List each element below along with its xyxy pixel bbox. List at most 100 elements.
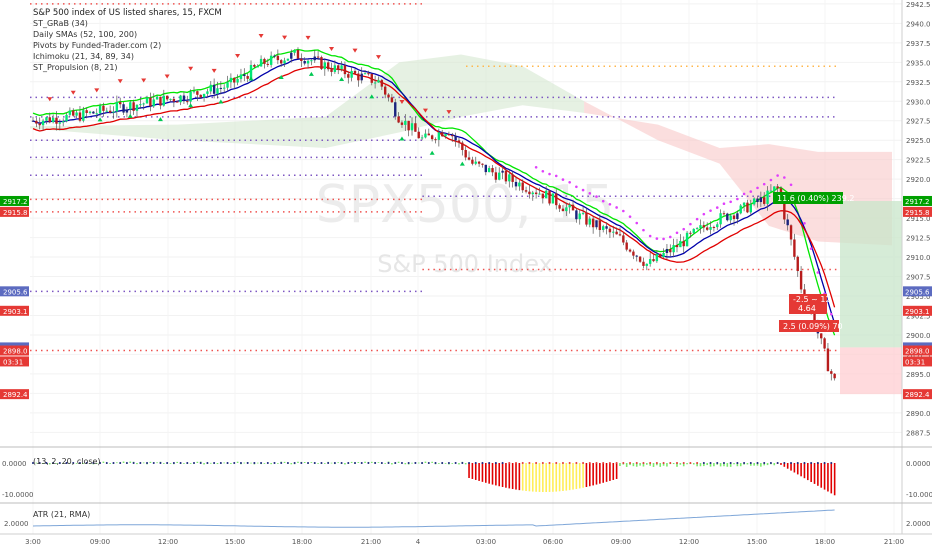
arrow-down <box>422 108 428 113</box>
osc-bar <box>548 463 551 492</box>
propulsion-dot <box>816 271 820 274</box>
osc-dot <box>756 462 759 464</box>
candle-body <box>632 251 635 256</box>
candle-body <box>709 226 712 230</box>
candle-body <box>591 218 595 228</box>
long-position-tool[interactable] <box>840 200 902 395</box>
osc-dot <box>588 462 591 464</box>
arrow-down <box>70 90 76 95</box>
price-tick-12: 2912.5 <box>906 235 931 243</box>
osc-dot <box>233 462 236 464</box>
candle-body <box>186 101 189 103</box>
candle-body <box>659 253 662 258</box>
propulsion-dot <box>729 200 732 204</box>
osc-dot <box>239 462 242 464</box>
candle-body <box>236 78 239 83</box>
right-price-badge-3 <box>903 305 932 316</box>
osc-bar <box>243 462 246 464</box>
candle-body <box>511 174 514 182</box>
left-price-badge-2 <box>0 286 29 297</box>
osc-bar <box>780 463 782 465</box>
osc-dot <box>347 462 350 464</box>
entry-badge <box>779 320 839 332</box>
candle-body <box>290 52 293 59</box>
arrow-up <box>218 99 224 104</box>
osc-dot <box>286 462 289 464</box>
osc-bar <box>552 463 554 492</box>
osc-dot <box>461 462 464 464</box>
osc-bar <box>424 461 427 463</box>
osc-bar <box>451 463 454 464</box>
left-price-text-7: 2892.4 <box>3 391 28 399</box>
osc-bar <box>136 463 138 465</box>
osc-dot <box>414 462 417 464</box>
candle-body <box>280 60 283 64</box>
osc-bar <box>585 463 588 487</box>
candle-body <box>820 333 823 339</box>
osc-dot <box>52 462 55 464</box>
price-tick-5: 2930.0 <box>906 98 931 106</box>
right-price-text-0: 2917.2 <box>905 198 930 206</box>
candle-body <box>269 55 273 65</box>
arrow-down <box>329 47 335 52</box>
propulsion-dot <box>769 178 773 182</box>
candle-body <box>524 190 528 192</box>
osc-dot <box>790 462 793 464</box>
propulsion-dot <box>715 206 719 209</box>
candle-body <box>159 96 162 106</box>
candle-body <box>119 102 122 105</box>
candle-body <box>88 111 92 113</box>
candle-body <box>360 73 363 81</box>
osc-bar <box>62 462 64 464</box>
left-price-badge-5 <box>0 345 29 356</box>
arrow-down <box>399 99 405 104</box>
osc-bar <box>183 463 185 464</box>
osc-bar <box>515 463 517 490</box>
candle-body <box>155 96 159 100</box>
price-tick-7: 2925.0 <box>906 137 931 145</box>
osc-dot <box>521 462 524 464</box>
time-tick-7: 03:00 <box>476 538 496 546</box>
osc-dot <box>468 462 471 464</box>
osc-bar <box>595 463 598 485</box>
candle-body <box>766 190 769 204</box>
time-axis[interactable]: 3:00 09:00 12:00 15:00 18:00 21:00 4 03:00 06:00… <box>25 538 904 546</box>
osc-dot <box>615 462 618 464</box>
osc-bar <box>485 463 487 483</box>
osc-dot <box>99 462 102 464</box>
candle-body <box>544 190 548 199</box>
candle-body <box>685 232 689 247</box>
legend: S&P 500 index of US listed shares, 15, F… <box>33 8 222 72</box>
osc-dot <box>696 462 699 464</box>
osc-dot <box>743 462 746 464</box>
entry-label: 2.5 (0.09%) 70 <box>783 322 843 331</box>
osc-dot <box>327 462 330 464</box>
osc-bar <box>833 463 836 496</box>
candle-body <box>407 120 410 131</box>
arrow-up <box>308 71 314 76</box>
osc-bar <box>672 463 675 465</box>
time-tick-2: 12:00 <box>158 538 178 546</box>
candle-body <box>444 133 447 137</box>
osc-bar <box>438 463 440 464</box>
propulsion-dot <box>648 234 652 238</box>
candle-body <box>736 213 739 220</box>
propulsion-dot <box>575 185 578 189</box>
osc-bar <box>35 462 38 464</box>
price-tick-1: 2940.0 <box>906 20 931 28</box>
candle-body <box>454 136 457 141</box>
arrow-up <box>248 76 254 81</box>
arrow-down <box>235 54 241 59</box>
candle-body <box>162 95 166 106</box>
osc-bar <box>501 463 504 487</box>
osc-bar <box>129 461 132 463</box>
osc-dot <box>642 462 645 464</box>
osc-dot <box>367 462 370 464</box>
arrow-down <box>446 110 452 115</box>
osc-dot <box>568 462 571 464</box>
propulsion-dot <box>662 237 665 241</box>
candle-body <box>45 117 48 121</box>
candle-body <box>286 58 290 61</box>
left-price-text-2: 2905.6 <box>3 288 28 296</box>
